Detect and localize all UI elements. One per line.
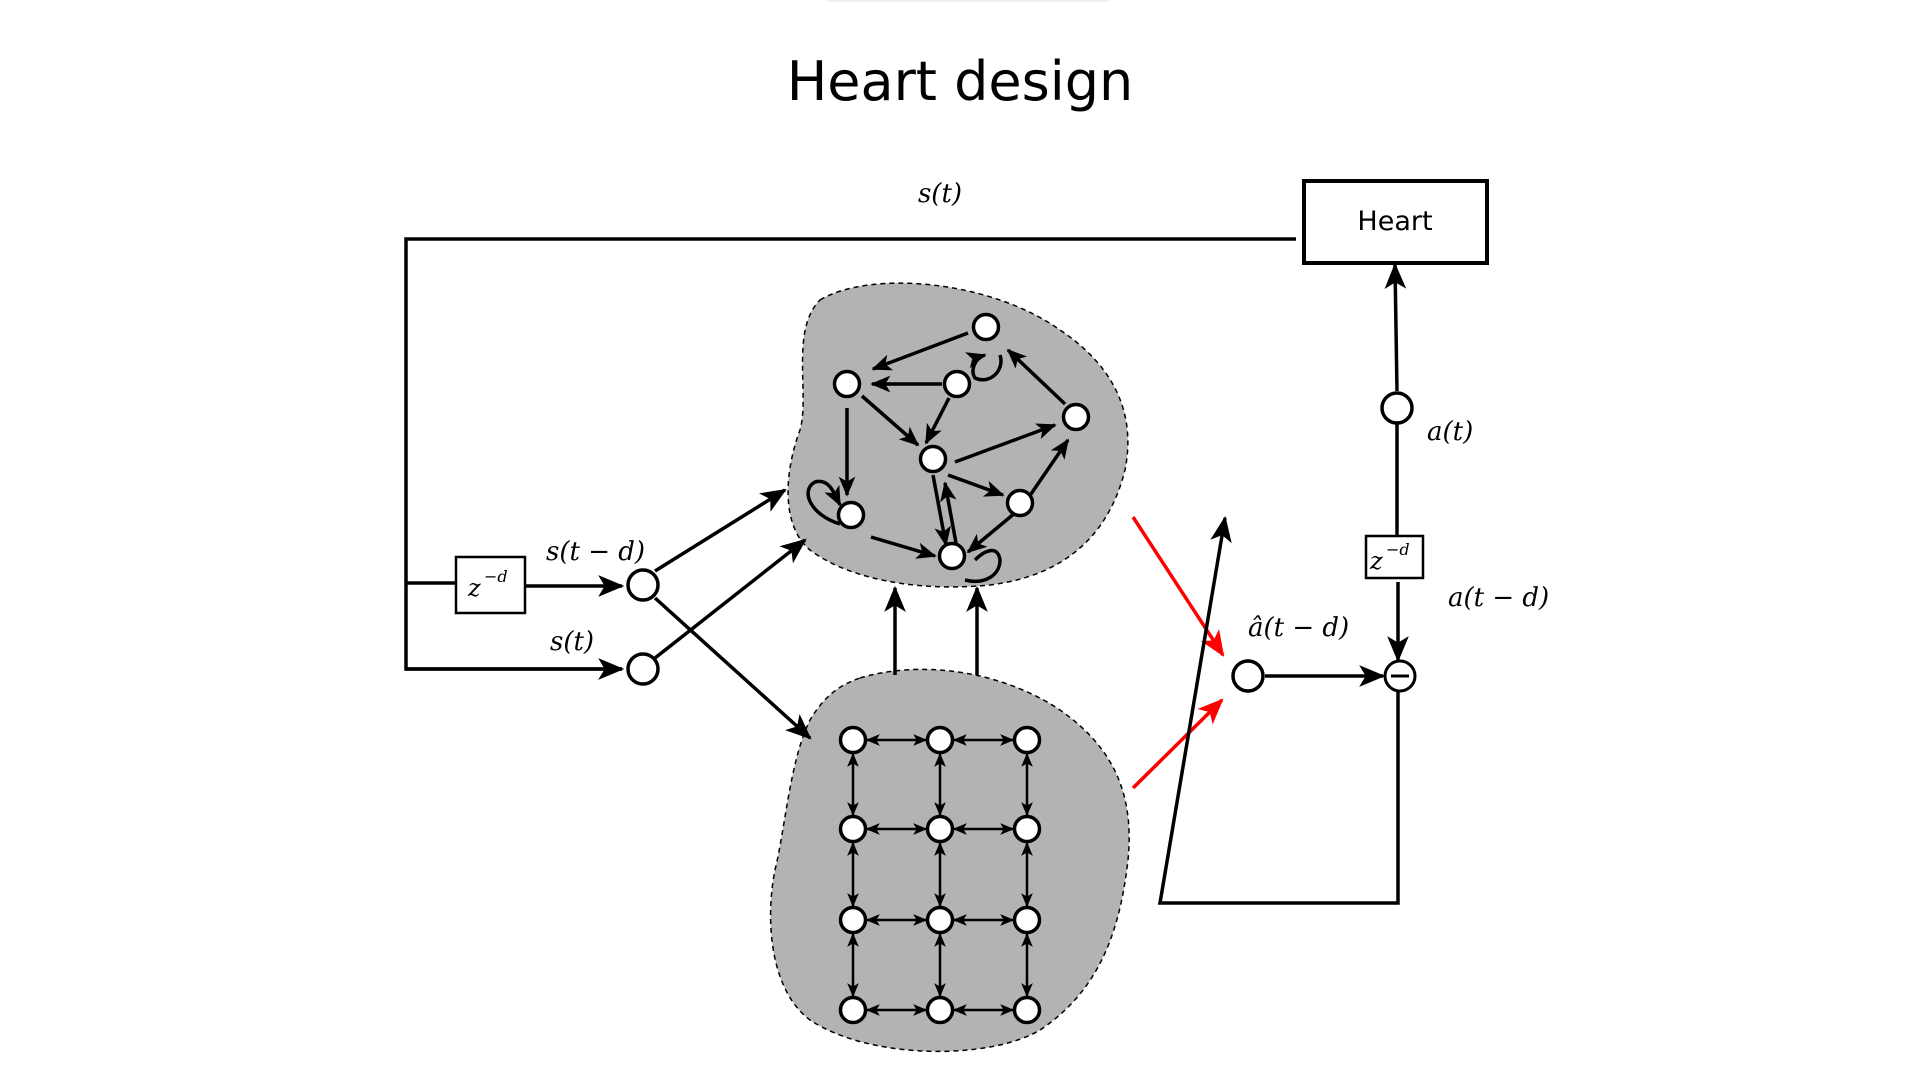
label-s-input: s(t) bbox=[550, 627, 594, 657]
label-a-hat: â(t − d) bbox=[1248, 613, 1349, 643]
heart-box: Heart bbox=[1302, 179, 1489, 265]
readout-arrow-top bbox=[1131, 516, 1225, 657]
delay-block-input: z −d bbox=[454, 555, 527, 615]
grid-node bbox=[925, 905, 955, 935]
readout-arrow-bottom bbox=[1131, 698, 1224, 790]
grid-node bbox=[925, 725, 955, 755]
recurrent-node bbox=[971, 312, 1001, 342]
reservoir-blob-top bbox=[787, 282, 1129, 588]
subtractor-node bbox=[1383, 659, 1417, 693]
recurrent-node bbox=[1061, 402, 1091, 432]
recurrent-node bbox=[1005, 488, 1035, 518]
recurrent-node bbox=[836, 500, 866, 530]
output-node bbox=[1380, 391, 1414, 425]
recurrent-node bbox=[937, 541, 967, 571]
grid-node bbox=[1012, 995, 1042, 1025]
svg-text:−d: −d bbox=[1386, 540, 1410, 559]
grid-node bbox=[1012, 905, 1042, 935]
grid-node bbox=[838, 905, 868, 935]
label-s-delayed: s(t − d) bbox=[546, 537, 645, 567]
reservoir-blob-bottom bbox=[769, 668, 1130, 1053]
recurrent-node bbox=[942, 369, 972, 399]
svg-text:−d: −d bbox=[484, 567, 508, 586]
svg-text:Heart: Heart bbox=[1357, 206, 1432, 237]
top-tab-handle bbox=[824, 0, 1112, 2]
delay-block-output: z −d bbox=[1364, 534, 1425, 580]
label-a-delayed: a(t − d) bbox=[1448, 583, 1549, 613]
grid-node bbox=[838, 814, 868, 844]
label-s-top: s(t) bbox=[918, 179, 962, 209]
grid-node bbox=[838, 725, 868, 755]
grid-node bbox=[1012, 725, 1042, 755]
svg-text:z: z bbox=[1369, 547, 1383, 575]
grid-node bbox=[925, 995, 955, 1025]
svg-text:z: z bbox=[467, 574, 481, 602]
recurrent-node bbox=[832, 369, 862, 399]
input-node-delayed bbox=[626, 568, 660, 602]
readout-node bbox=[1231, 659, 1265, 693]
input-node-current bbox=[626, 652, 660, 686]
grid-node bbox=[838, 995, 868, 1025]
training-feedback-path bbox=[1157, 515, 1400, 905]
label-a-output: a(t) bbox=[1427, 417, 1473, 447]
recurrent-node bbox=[918, 444, 948, 474]
a-to-heart-arrow bbox=[1384, 262, 1407, 392]
page-title: Heart design bbox=[786, 50, 1134, 113]
grid-node bbox=[1012, 814, 1042, 844]
grid-node bbox=[925, 814, 955, 844]
